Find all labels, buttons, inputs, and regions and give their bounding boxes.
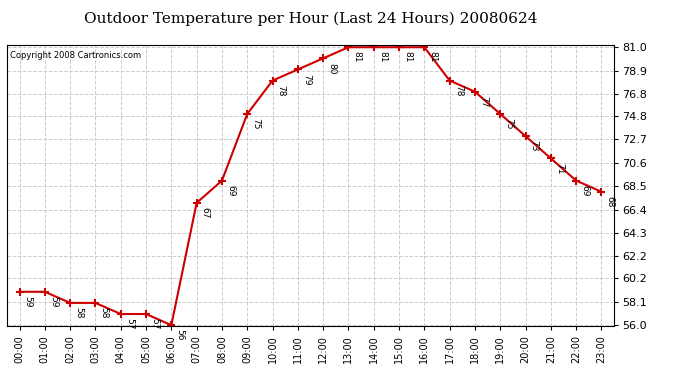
Text: 73: 73 xyxy=(530,140,539,152)
Text: 81: 81 xyxy=(428,51,437,63)
Text: 58: 58 xyxy=(75,307,83,319)
Text: Outdoor Temperature per Hour (Last 24 Hours) 20080624: Outdoor Temperature per Hour (Last 24 Ho… xyxy=(83,11,538,26)
Text: 81: 81 xyxy=(403,51,412,63)
Text: 59: 59 xyxy=(49,296,58,307)
Text: 57: 57 xyxy=(150,318,159,330)
Text: 56: 56 xyxy=(175,329,184,341)
Text: 58: 58 xyxy=(99,307,108,319)
Text: 71: 71 xyxy=(555,162,564,174)
Text: 69: 69 xyxy=(580,185,589,196)
Text: 67: 67 xyxy=(201,207,210,219)
Text: 68: 68 xyxy=(606,196,615,207)
Text: 75: 75 xyxy=(251,118,260,130)
Text: 75: 75 xyxy=(504,118,513,130)
Text: 79: 79 xyxy=(302,74,311,85)
Text: 59: 59 xyxy=(23,296,32,307)
Text: 77: 77 xyxy=(479,96,488,107)
Text: 81: 81 xyxy=(353,51,362,63)
Text: 80: 80 xyxy=(327,63,336,74)
Text: 78: 78 xyxy=(454,85,463,96)
Text: 69: 69 xyxy=(226,185,235,196)
Text: 57: 57 xyxy=(125,318,134,330)
Text: Copyright 2008 Cartronics.com: Copyright 2008 Cartronics.com xyxy=(10,51,141,60)
Text: 78: 78 xyxy=(277,85,286,96)
Text: 81: 81 xyxy=(378,51,387,63)
